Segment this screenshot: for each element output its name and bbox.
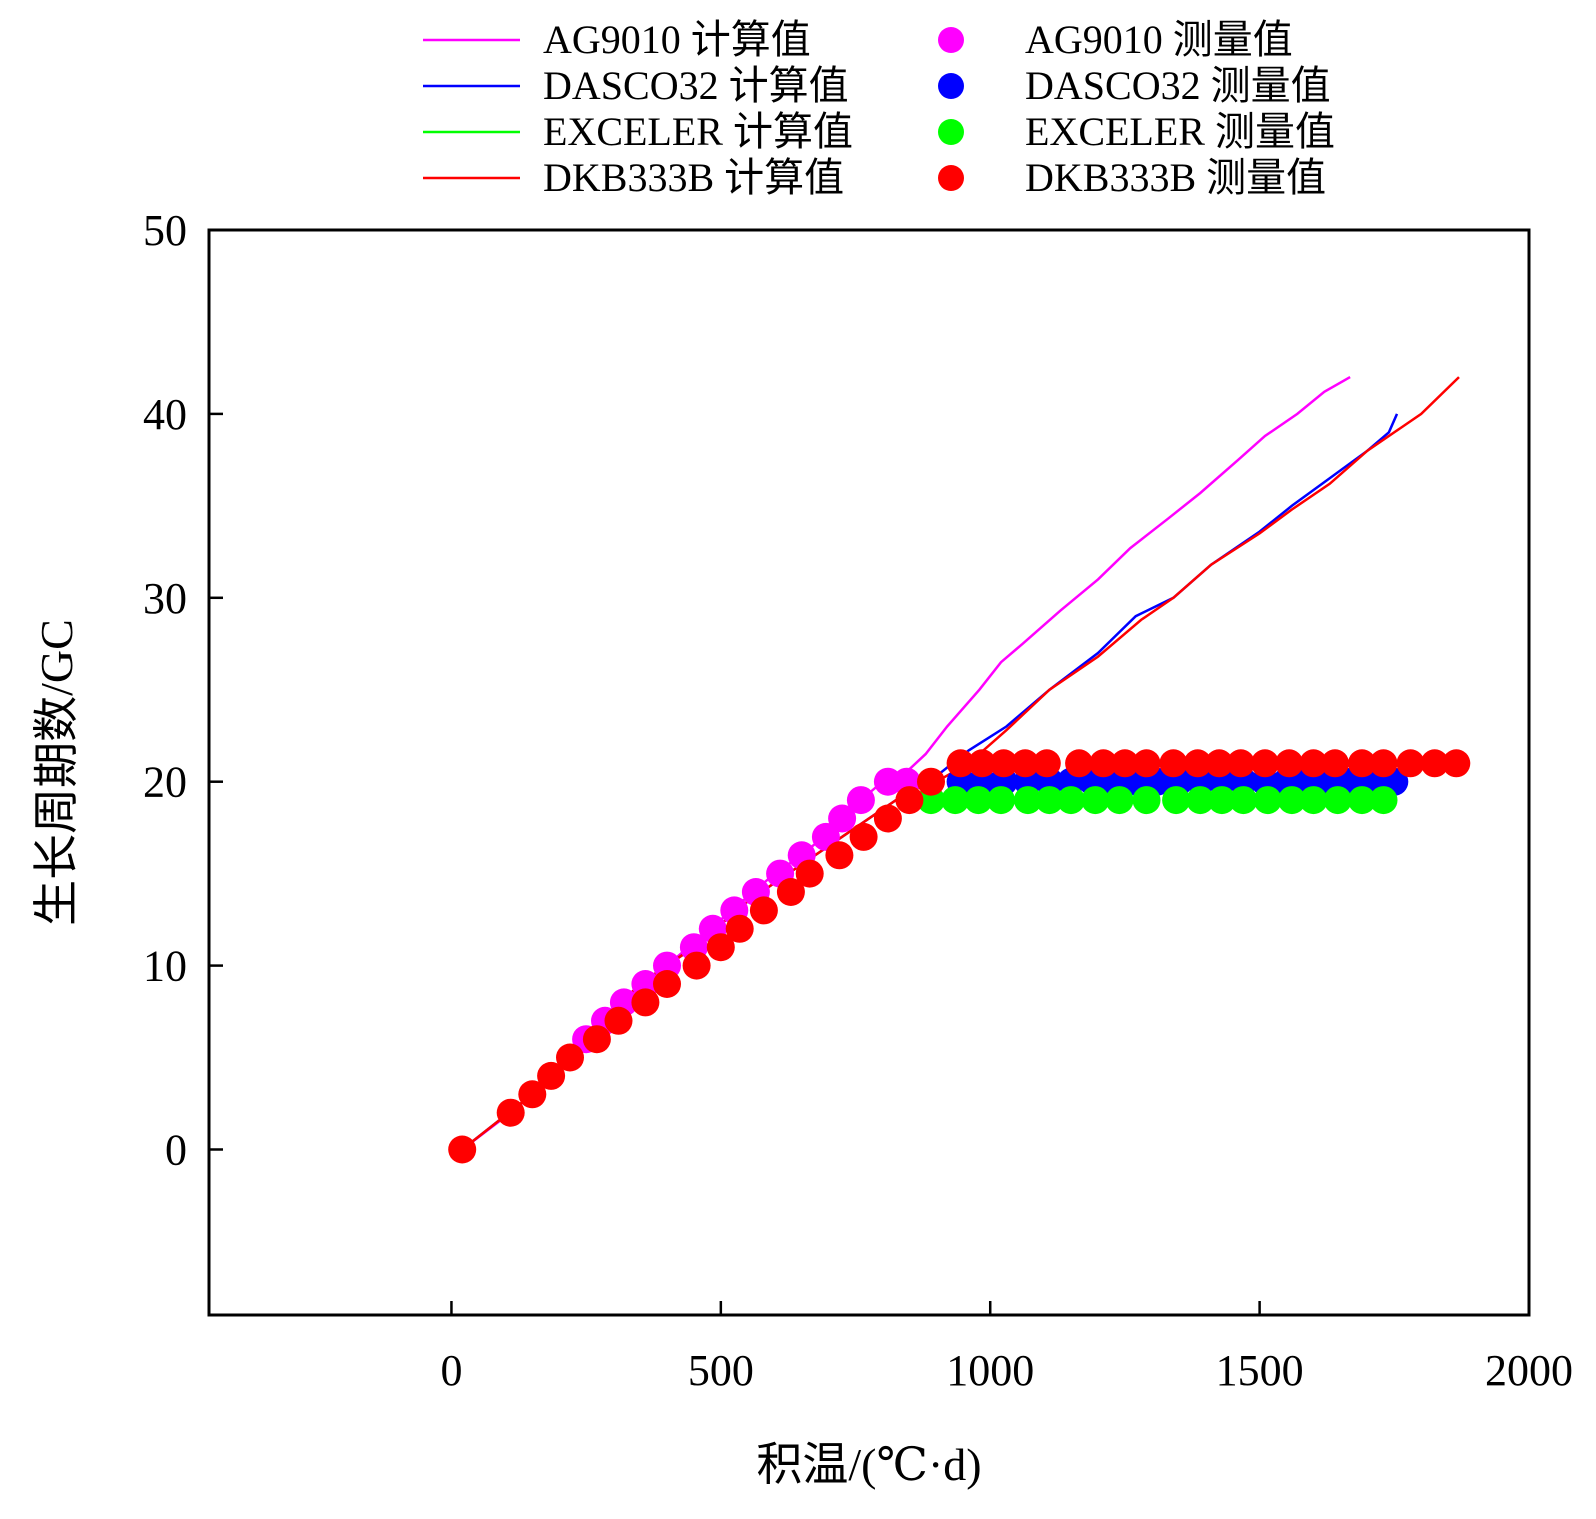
- legend-marker-swatch: [938, 73, 964, 99]
- data-point-series-7: [946, 749, 975, 778]
- data-point-series-6: [1348, 786, 1376, 815]
- data-point-series-7: [1132, 749, 1161, 778]
- data-point-series-6: [1299, 786, 1328, 815]
- data-point-series-6: [1369, 786, 1398, 815]
- data-point-series-7: [968, 749, 997, 778]
- legend-label: DASCO32 测量值: [1025, 63, 1331, 108]
- legend-label: DKB333B 测量值: [1025, 155, 1326, 200]
- y-tick-label: 40: [143, 390, 187, 439]
- data-point-series-7: [1299, 749, 1328, 778]
- data-point-series-7: [895, 786, 924, 815]
- data-point-series-4: [846, 786, 875, 815]
- x-tick-label: 500: [688, 1346, 754, 1395]
- legend-label: EXCELER 计算值: [543, 109, 853, 154]
- data-point-series-7: [682, 951, 711, 980]
- data-point-series-7: [1442, 749, 1471, 778]
- data-point-series-7: [917, 767, 945, 796]
- data-point-series-7: [1420, 749, 1449, 778]
- y-tick-label: 0: [165, 1125, 187, 1174]
- x-tick-label: 0: [440, 1346, 462, 1395]
- legend-label: EXCELER 测量值: [1025, 109, 1335, 154]
- data-point-series-6: [1013, 786, 1042, 815]
- data-point-series-7: [989, 749, 1018, 778]
- data-point-series-6: [941, 786, 970, 815]
- legend-label: AG9010 计算值: [543, 17, 811, 62]
- data-point-series-7: [1065, 749, 1094, 778]
- data-point-series-7: [631, 988, 660, 1017]
- data-point-series-6: [1253, 786, 1282, 815]
- data-point-series-7: [1159, 749, 1188, 778]
- data-point-series-7: [873, 804, 902, 833]
- data-point-series-7: [725, 914, 754, 943]
- data-point-series-7: [1032, 749, 1061, 778]
- data-point-series-7: [1110, 749, 1139, 778]
- x-tick-label: 1000: [946, 1346, 1034, 1395]
- data-point-series-6: [1277, 786, 1306, 815]
- y-axis-title: 生长周期数/GC: [31, 619, 82, 926]
- series-group: [448, 376, 1471, 1164]
- data-point-series-7: [582, 1025, 611, 1054]
- legend-label: DKB333B 计算值: [543, 155, 844, 200]
- data-point-series-7: [556, 1043, 584, 1072]
- legend-label: DASCO32 计算值: [543, 63, 849, 108]
- data-point-series-7: [849, 822, 878, 851]
- data-point-series-6: [1081, 786, 1110, 815]
- legend-marker-swatch: [938, 27, 964, 53]
- data-point-series-7: [795, 859, 824, 888]
- data-point-series-6: [987, 786, 1015, 815]
- data-point-series-7: [1321, 749, 1349, 778]
- y-tick-label: 20: [143, 758, 187, 807]
- data-point-series-7: [1369, 749, 1398, 778]
- y-tick-label: 30: [143, 574, 187, 623]
- data-point-series-6: [1105, 786, 1134, 815]
- legend-label: AG9010 测量值: [1025, 17, 1293, 62]
- data-point-series-7: [1226, 749, 1255, 778]
- data-point-series-6: [964, 786, 993, 815]
- data-point-series-6: [1229, 786, 1258, 815]
- y-tick-label: 50: [143, 206, 187, 255]
- x-tick-label: 1500: [1216, 1346, 1304, 1395]
- x-tick-label: 2000: [1485, 1346, 1573, 1395]
- data-point-series-7: [1205, 749, 1234, 778]
- data-point-series-7: [1183, 749, 1212, 778]
- data-point-series-7: [653, 970, 681, 998]
- data-point-series-6: [1323, 786, 1352, 815]
- data-point-series-7: [518, 1080, 547, 1109]
- plot-frame: [207, 228, 1531, 1317]
- legend-marker-swatch: [938, 165, 964, 191]
- data-point-series-4: [828, 804, 857, 833]
- data-point-series-6: [1207, 786, 1236, 815]
- data-point-series-7: [1251, 749, 1279, 778]
- x-axis-title: 积温/(℃·d): [756, 1439, 981, 1490]
- data-point-series-7: [448, 1135, 477, 1164]
- axis-ticks: 0 500 1000 1500 2000 0 10 20 30 40 50: [143, 206, 1573, 1395]
- data-point-series-7: [1089, 749, 1118, 778]
- data-point-series-7: [496, 1098, 525, 1127]
- data-point-series-6: [1186, 786, 1215, 815]
- data-point-series-7: [1396, 749, 1425, 778]
- data-point-series-7: [749, 896, 778, 925]
- y-tick-label: 10: [143, 942, 187, 991]
- data-point-series-7: [1275, 749, 1304, 778]
- data-point-series-7: [1348, 749, 1376, 778]
- data-point-series-6: [1035, 786, 1064, 815]
- data-point-series-6: [1057, 786, 1085, 815]
- data-point-series-7: [604, 1006, 633, 1035]
- data-point-series-7: [776, 878, 805, 906]
- data-point-series-7: [1011, 749, 1040, 778]
- data-point-series-6: [1162, 786, 1191, 815]
- legend-marker-swatch: [938, 119, 964, 145]
- data-point-series-7: [706, 933, 735, 962]
- data-point-series-6: [1132, 786, 1161, 815]
- data-point-series-7: [537, 1061, 566, 1090]
- data-point-series-7: [825, 841, 854, 870]
